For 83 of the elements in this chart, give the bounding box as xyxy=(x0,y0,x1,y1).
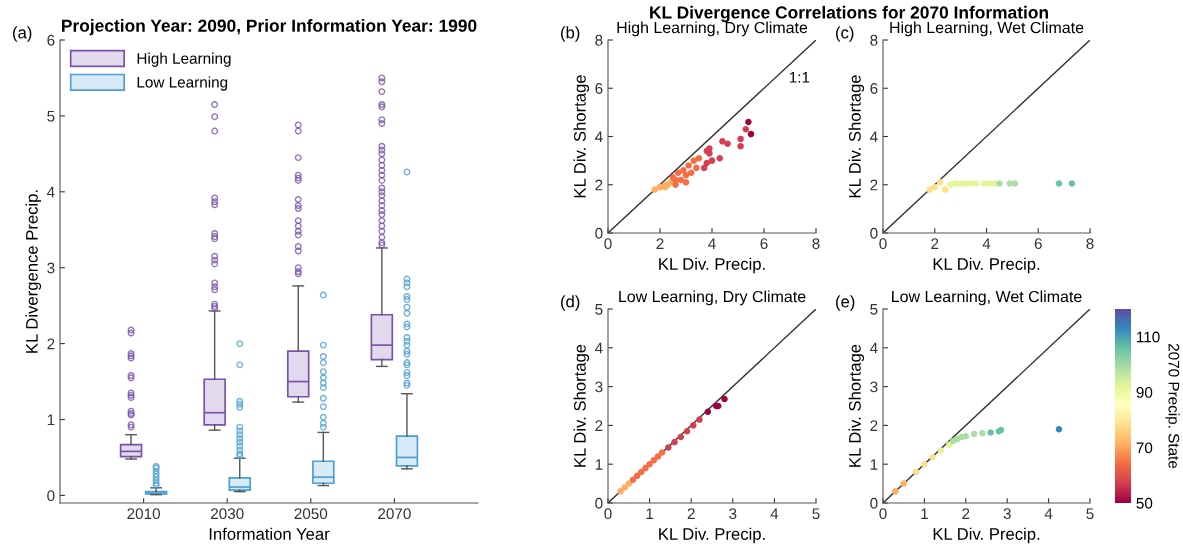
text: (a) xyxy=(13,26,32,42)
y-tick-label: 1 xyxy=(47,414,55,426)
y-tick-label: 8 xyxy=(595,34,603,46)
x-tick-label: 8 xyxy=(812,238,820,250)
chart-subtitle: Low Learning, Dry Climate xyxy=(619,290,806,306)
x-axis-title: KL Div. Precip. xyxy=(933,257,1040,274)
x-tick-label: 1 xyxy=(646,508,654,519)
x-tick-label: 4 xyxy=(708,238,716,249)
x-tick-label: 6 xyxy=(760,238,768,250)
x-tick-label: 2010 xyxy=(127,508,160,520)
color-bar-label: 70 xyxy=(1136,442,1153,454)
y-axis-title: KL Div. Shortage xyxy=(573,344,590,467)
y-tick-label: 2 xyxy=(595,420,603,431)
x-axis-title: Information Year xyxy=(209,527,330,540)
y-tick-label: 0 xyxy=(870,227,878,239)
color-bar-title: 2070 Precip. State xyxy=(1165,343,1180,469)
x-tick-label: 4 xyxy=(982,238,991,249)
y-tick-label: 5 xyxy=(595,304,603,315)
x-axis-title: KL Div. Precip. xyxy=(659,257,765,274)
x-tick-label: 2 xyxy=(687,508,695,519)
y-tick-label: 0 xyxy=(595,227,603,239)
x-tick-label: 0 xyxy=(879,508,887,520)
chart-subtitle: High Learning, Wet Climate xyxy=(890,21,1084,37)
x-tick-label: 1 xyxy=(921,508,928,519)
x-tick-label: 2070 xyxy=(378,508,411,520)
x-tick-label: 2050 xyxy=(294,508,328,520)
y-tick-label: 8 xyxy=(870,34,878,46)
x-tick-label: 4 xyxy=(770,508,779,519)
y-tick-label: 1 xyxy=(595,459,603,470)
y-tick-label: 6 xyxy=(47,34,55,46)
y-tick-label: 0 xyxy=(595,497,603,509)
text: (b) xyxy=(561,26,580,42)
text: (e) xyxy=(836,295,855,311)
x-tick-label: 2 xyxy=(656,238,664,249)
y-axis-title: KL Div. Shortage xyxy=(848,75,865,198)
color-bar-label: 110 xyxy=(1137,331,1160,343)
legend-label: Low Learning xyxy=(137,76,228,91)
chart-title: Projection Year: 2090, Prior Information Year: 1990 xyxy=(62,19,477,36)
legend-label: High Learning xyxy=(137,52,231,67)
y-tick-label: 6 xyxy=(870,83,878,94)
y-tick-label: 0 xyxy=(870,497,878,509)
x-tick-label: 5 xyxy=(1086,508,1094,520)
y-axis-title: KL Div. Shortage xyxy=(848,344,865,467)
y-tick-label: 4 xyxy=(46,186,55,198)
x-axis-title: KL Div. Precip. xyxy=(659,527,765,544)
color-bar-label: 50 xyxy=(1136,497,1153,509)
y-tick-label: 5 xyxy=(870,304,878,315)
y-axis-title: KL Divergence Precip. xyxy=(25,190,42,353)
y-tick-label: 4 xyxy=(594,131,603,143)
y-tick-label: 5 xyxy=(47,110,55,122)
chart-subtitle: High Learning, Dry Climate xyxy=(617,21,808,37)
annotation: 1:1 xyxy=(789,72,810,83)
x-tick-label: 3 xyxy=(729,508,737,520)
x-tick-label: 5 xyxy=(812,508,820,520)
y-tick-label: 3 xyxy=(595,381,603,393)
x-tick-label: 2 xyxy=(962,508,970,519)
y-tick-label: 4 xyxy=(869,342,878,354)
x-tick-label: 6 xyxy=(1034,238,1042,250)
y-tick-label: 6 xyxy=(595,83,603,94)
y-tick-label: 0 xyxy=(47,490,55,502)
y-tick-label: 1 xyxy=(870,459,878,470)
y-tick-label: 2 xyxy=(47,338,55,350)
text: (d) xyxy=(561,295,580,311)
y-tick-label: 2 xyxy=(595,179,603,191)
y-tick-label: 2 xyxy=(870,179,878,191)
x-tick-label: 4 xyxy=(1044,508,1053,519)
x-tick-label: 2 xyxy=(931,238,939,249)
chart-subtitle: Low Learning, Wet Climate xyxy=(892,290,1082,306)
x-axis-title: KL Div. Precip. xyxy=(933,527,1040,544)
color-bar-label: 90 xyxy=(1136,387,1153,398)
x-tick-label: 2030 xyxy=(210,508,244,520)
y-axis-title: KL Div. Shortage xyxy=(573,75,590,198)
x-tick-label: 0 xyxy=(604,238,612,250)
x-tick-label: 0 xyxy=(879,238,887,250)
text: (c) xyxy=(836,26,854,42)
x-tick-label: 3 xyxy=(1003,508,1011,520)
y-tick-label: 4 xyxy=(869,131,878,143)
x-tick-label: 0 xyxy=(604,508,612,520)
y-tick-label: 4 xyxy=(594,342,603,354)
y-tick-label: 3 xyxy=(870,381,878,393)
y-tick-label: 3 xyxy=(47,262,55,274)
y-tick-label: 2 xyxy=(870,420,878,431)
x-tick-label: 8 xyxy=(1086,238,1094,250)
